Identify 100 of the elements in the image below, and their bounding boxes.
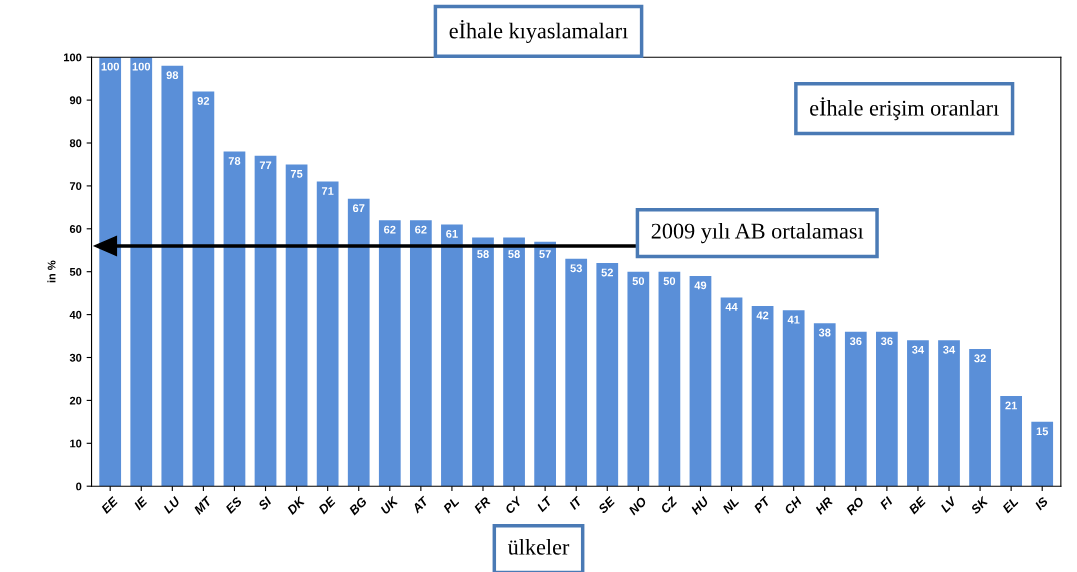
x-tick-label: HR [814,496,834,515]
data-label: 50 [632,277,645,286]
bar [844,331,867,487]
bar [130,57,153,487]
bar [689,275,712,487]
x-tick-label: BG [348,496,368,516]
bar [658,271,681,487]
bar [875,331,898,487]
bar [223,151,246,487]
x-tick-label: SK [970,495,990,515]
data-label: 62 [415,225,427,234]
data-label: 36 [849,337,862,346]
data-label: 41 [787,315,800,324]
data-label: 49 [694,281,707,290]
y-tick-label: 100 [63,53,82,62]
data-label: 58 [477,250,489,258]
data-label: 32 [974,354,986,363]
x-tick-label: IE [133,496,148,511]
bar [441,224,463,487]
y-tick-label: 90 [69,96,82,105]
data-label: 71 [321,187,334,195]
bar [627,271,650,487]
x-tick-label: IS [1034,496,1049,511]
bar [969,348,991,487]
x-tick-label: LT [536,495,554,513]
y-tick-label: 30 [69,353,82,362]
data-label: 61 [446,229,458,238]
data-label: 77 [259,161,272,170]
data-label: 75 [290,170,303,178]
x-tick-label: UK [380,495,400,515]
data-label: 21 [1005,401,1018,410]
chart-title: eİhale kıyaslamaları [449,19,628,43]
y-tick-label: 60 [69,225,82,233]
bar [782,310,805,487]
data-label: 53 [570,264,582,273]
data-label: 15 [1036,427,1049,436]
bar [720,297,743,487]
data-label: 34 [912,345,925,354]
data-label: 92 [197,96,210,105]
x-tick-label: SE [597,495,616,515]
y-tick-label: 70 [69,182,82,191]
y-tick-label: 40 [69,310,82,319]
bar [161,65,184,487]
x-tick-label: IT [568,495,584,511]
data-label: 78 [228,157,241,165]
x-tick-label: RO [845,496,865,516]
y-tick-label: 80 [69,139,82,148]
data-label: 67 [352,204,365,213]
x-tick-label: CZ [660,495,678,514]
x-tick-label: EE [100,496,119,514]
bar [285,164,308,487]
ref-line-label: 2009 yılı AB ortalaması [651,222,864,244]
bar [316,181,339,487]
x-tick-label: LV [939,495,958,513]
x-tick-label: SI [257,496,273,511]
bar [907,340,929,487]
x-tick-label: FR [473,496,492,514]
data-label: 34 [943,345,956,354]
bar [347,198,370,487]
bar [813,323,836,487]
y-tick-label: 50 [69,267,82,276]
data-label: 36 [880,337,893,346]
bar [503,237,525,487]
x-tick-label: ES [224,496,243,515]
y-tick-label: 0 [76,482,82,491]
x-tick-label: EL [1001,496,1019,514]
bar [378,220,401,487]
x-tick-label: FI [879,496,894,511]
x-tick-label: NL [722,496,740,514]
x-tick-label: CH [783,496,803,515]
bar [409,220,432,487]
x-tick-label: DK [286,495,306,515]
data-label: 57 [539,250,551,258]
bar [938,340,960,487]
bar [254,155,277,487]
x-tick-label: HU [690,496,710,516]
x-tick-label: BE [908,496,927,515]
x-tick-label: NO [627,496,648,516]
x-tick-label: PT [753,495,772,514]
bar [192,91,215,487]
data-label: 100 [101,62,119,71]
data-label: 50 [663,277,676,286]
data-label: 38 [818,328,831,337]
data-label: 58 [508,250,520,258]
bar [1000,396,1023,487]
annotation: eİhale erişim oranları [810,97,999,121]
x-tick-label: CY [504,495,524,515]
x-tick-label: AT [411,495,430,514]
data-label: 52 [601,268,613,277]
data-label: 98 [166,71,179,80]
x-axis-title: ülkeler [507,539,570,555]
y-tick-label: 20 [69,396,82,405]
data-label: 44 [725,303,738,311]
bar [565,258,588,487]
data-label: 100 [132,62,151,71]
x-tick-label: PL [442,496,460,514]
x-tick-label: DE [317,496,337,515]
data-label: 62 [384,225,396,234]
y-axis-title: in % [47,260,56,283]
bar [472,237,494,487]
